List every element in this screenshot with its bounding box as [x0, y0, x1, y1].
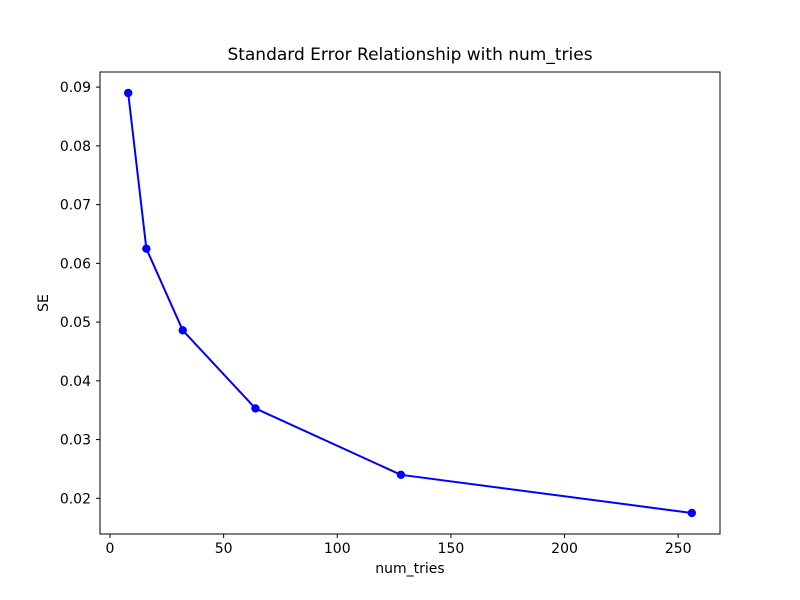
x-tick-label: 150	[438, 541, 465, 557]
x-tick-label: 250	[665, 541, 692, 557]
y-tick-label: 0.04	[60, 374, 91, 390]
y-tick-label: 0.08	[60, 139, 91, 155]
data-line	[127, 92, 693, 514]
data-point	[687, 508, 697, 518]
y-tick-label: 0.07	[60, 198, 91, 214]
y-tick-label: 0.09	[60, 80, 91, 96]
y-tick-label: 0.02	[60, 491, 91, 507]
plot-frame	[99, 71, 721, 535]
x-tick-label: 200	[551, 541, 578, 557]
y-tick-label: 0.05	[60, 315, 91, 331]
x-axis-label: num_tries	[375, 561, 445, 577]
chart-title: Standard Error Relationship with num_tri…	[227, 45, 593, 65]
data-point	[142, 244, 151, 253]
x-tick-label: 100	[324, 541, 351, 557]
data-point	[396, 470, 406, 480]
y-tick-label: 0.06	[60, 256, 91, 272]
data-point	[123, 88, 133, 98]
data-point	[178, 326, 187, 335]
x-tick-label: 0	[106, 541, 115, 557]
x-tick-label: 50	[215, 541, 233, 557]
data-point	[251, 404, 260, 413]
y-tick-label: 0.03	[60, 433, 91, 449]
y-axis-label: SE	[36, 294, 52, 312]
